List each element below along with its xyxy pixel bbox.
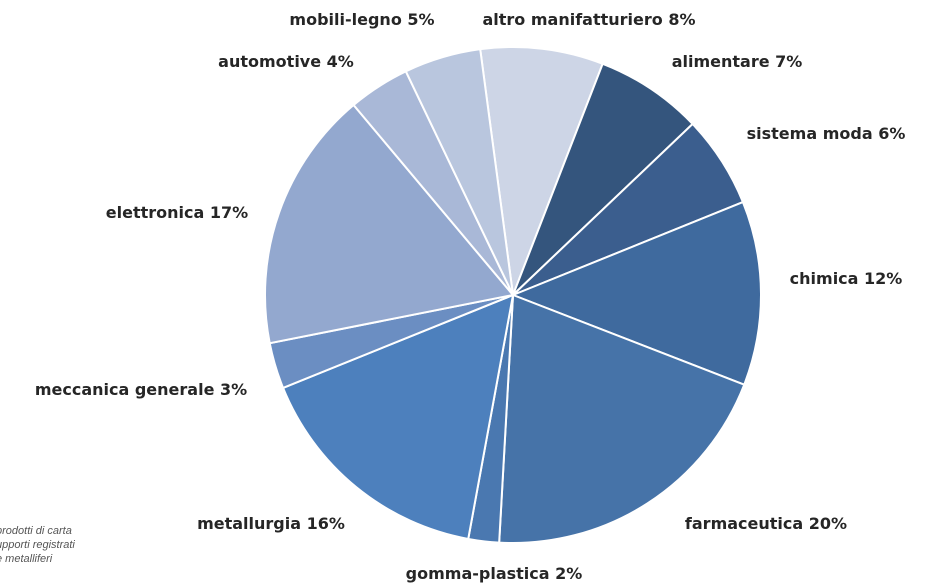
pie-slice: [404, 48, 514, 296]
value-label: 16%: [307, 514, 345, 533]
slice-label: altro manifatturiero 8%: [482, 10, 695, 29]
slice-label: mobili-legno 5%: [289, 10, 434, 29]
slice-label: meccanica generale 3%: [35, 380, 247, 399]
category-name: mobili-legno: [289, 10, 401, 29]
value-label: 8%: [668, 10, 695, 29]
pie-slice: [281, 293, 515, 541]
value-label: 6%: [878, 124, 905, 143]
slice-label: metallurgia 16%: [197, 514, 345, 533]
slice-label: automotive 4%: [218, 52, 354, 71]
category-name: chimica: [790, 269, 859, 288]
footnote: e metalliferi: [0, 553, 53, 565]
category-name: meccanica generale: [35, 380, 215, 399]
pie-slice: [498, 293, 746, 544]
pie-slice: [479, 46, 604, 296]
category-name: sistema moda: [747, 124, 873, 143]
value-label: 12%: [864, 269, 902, 288]
footnote: prodotti di carta: [0, 525, 72, 537]
category-name: metallurgia: [197, 514, 301, 533]
slice-label: chimica 12%: [790, 269, 903, 288]
pie-slice: [512, 62, 695, 296]
category-name: automotive: [218, 52, 321, 71]
value-label: 17%: [210, 203, 248, 222]
value-label: 4%: [327, 52, 354, 71]
value-label: 2%: [555, 564, 582, 583]
value-label: 20%: [809, 514, 847, 533]
category-name: farmaceutica: [685, 514, 803, 533]
category-name: altro manifatturiero: [482, 10, 662, 29]
value-label: 7%: [775, 52, 802, 71]
slice-label: gomma-plastica 2%: [406, 564, 583, 583]
value-label: 5%: [407, 10, 434, 29]
category-name: alimentare: [672, 52, 770, 71]
slice-label: alimentare 7%: [672, 52, 803, 71]
slice-label: farmaceutica 20%: [685, 514, 847, 533]
footnote: upporti registrati: [0, 539, 75, 551]
slice-label: elettronica 17%: [106, 203, 248, 222]
pie-slice: [510, 200, 762, 386]
category-name: elettronica: [106, 203, 205, 222]
value-label: 3%: [220, 380, 247, 399]
category-name: gomma-plastica: [406, 564, 550, 583]
pie-slice: [264, 103, 515, 345]
slice-label: sistema moda 6%: [747, 124, 906, 143]
